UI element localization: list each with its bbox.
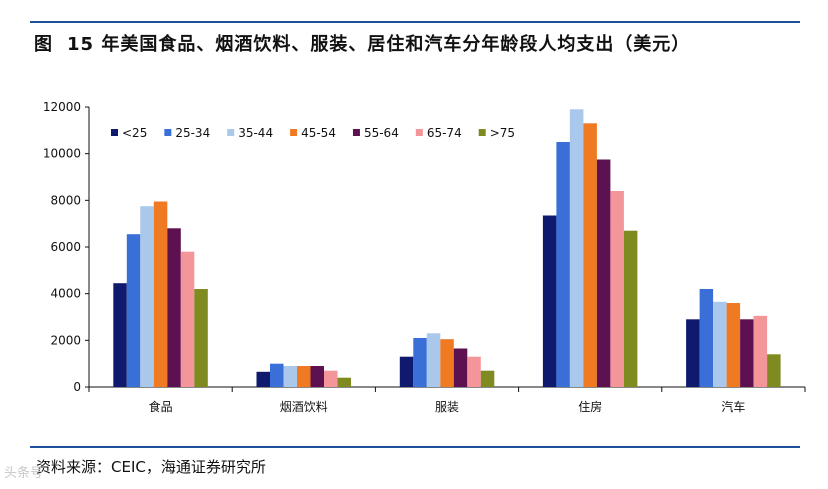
legend-swatch bbox=[478, 129, 486, 136]
legend-swatch bbox=[415, 129, 423, 136]
bar bbox=[310, 366, 324, 387]
bar bbox=[569, 109, 584, 388]
bar bbox=[337, 377, 351, 387]
legend-label: <25 bbox=[122, 126, 147, 140]
bar bbox=[140, 206, 154, 387]
bar bbox=[753, 315, 768, 387]
bar bbox=[726, 303, 741, 387]
x-tick-label: 食品 bbox=[149, 399, 173, 414]
legend-label: >75 bbox=[490, 126, 515, 140]
legend-label: 65-74 bbox=[427, 126, 462, 140]
bar bbox=[467, 356, 481, 387]
bar bbox=[126, 234, 141, 387]
y-tick-label: 6000 bbox=[50, 240, 81, 254]
legend-swatch bbox=[352, 129, 360, 136]
x-tick-label: 烟酒饮料 bbox=[280, 400, 328, 414]
bar bbox=[413, 338, 427, 387]
bar bbox=[440, 339, 454, 387]
watermark: 头条号 bbox=[4, 466, 44, 481]
bar bbox=[542, 215, 557, 387]
bar bbox=[180, 251, 195, 387]
bar bbox=[297, 366, 311, 387]
bar bbox=[324, 370, 338, 387]
bar bbox=[699, 289, 714, 387]
bar bbox=[556, 142, 570, 387]
bar bbox=[713, 301, 727, 387]
y-tick-label: 12000 bbox=[43, 100, 81, 114]
bar bbox=[767, 354, 781, 387]
x-tick-label: 汽车 bbox=[721, 399, 745, 414]
bar bbox=[686, 319, 700, 387]
bar bbox=[256, 371, 270, 387]
y-tick-label: 8000 bbox=[50, 193, 81, 207]
legend-swatch bbox=[290, 129, 298, 136]
bar bbox=[194, 289, 208, 387]
y-tick-label: 10000 bbox=[43, 147, 81, 161]
bar bbox=[480, 370, 495, 387]
top-rule bbox=[30, 21, 800, 23]
bar bbox=[426, 333, 441, 387]
bar bbox=[167, 228, 181, 387]
x-tick-label: 服装 bbox=[435, 400, 459, 414]
bottom-rule bbox=[30, 446, 800, 448]
y-tick-label: 4000 bbox=[50, 287, 81, 301]
bar bbox=[283, 366, 297, 387]
bar bbox=[113, 283, 127, 387]
bar bbox=[740, 319, 754, 387]
x-tick-label: 住房 bbox=[578, 399, 602, 414]
bar bbox=[623, 230, 638, 387]
bar bbox=[596, 159, 611, 387]
bar bbox=[610, 191, 624, 387]
legend-label: 25-34 bbox=[175, 126, 210, 140]
legend-swatch bbox=[164, 129, 172, 136]
legend-swatch bbox=[111, 129, 118, 136]
y-tick-label: 0 bbox=[73, 380, 81, 394]
chart-title: 图 15 年美国食品、烟酒饮料、服装、居住和汽车分年龄段人均支出（美元） bbox=[34, 30, 824, 56]
bar bbox=[453, 348, 468, 387]
bar bbox=[583, 123, 597, 388]
y-tick-label: 2000 bbox=[50, 333, 81, 347]
bar bbox=[153, 201, 168, 387]
legend-swatch bbox=[227, 129, 235, 136]
bar bbox=[399, 356, 414, 387]
legend-label: 45-54 bbox=[301, 126, 336, 140]
legend-label: 55-64 bbox=[364, 126, 399, 140]
figure-label: 图 bbox=[34, 34, 53, 55]
source-note: 资料来源：CEIC，海通证券研究所 bbox=[36, 458, 266, 476]
title-text: 15 年美国食品、烟酒饮料、服装、居住和汽车分年龄段人均支出（美元） bbox=[67, 34, 691, 55]
bar bbox=[270, 363, 284, 387]
legend-label: 35-44 bbox=[238, 126, 273, 140]
